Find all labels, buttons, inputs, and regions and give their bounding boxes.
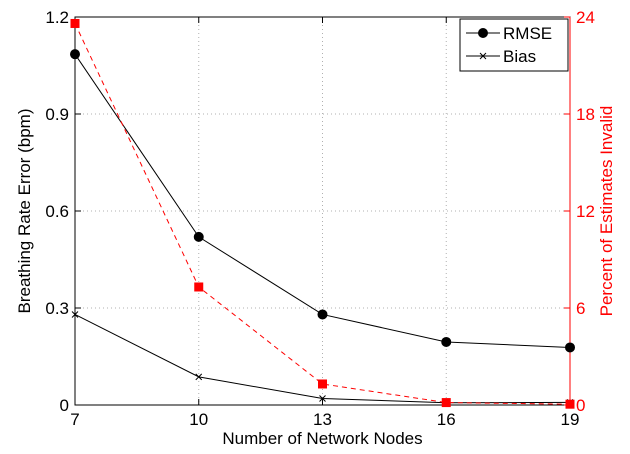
y-tick-label-right: 12 [576,202,595,221]
data-point [441,336,452,347]
data-point [565,342,575,353]
x-tick-label: 10 [189,410,208,429]
x-axis-label: Number of Network Nodes [222,429,422,448]
y-tick-label-left: 1.2 [45,8,69,27]
x-tick-label: 7 [70,410,79,429]
data-point [441,398,451,408]
data-point [71,311,79,318]
legend-marker [478,28,488,38]
x-tick-label: 19 [561,410,580,429]
data-point [70,18,80,28]
y-tick-label-right: 0 [576,396,585,415]
data-point [194,282,204,292]
legend-label: RMSE [503,24,552,43]
data-point-stroke [71,311,79,318]
data-point [195,373,203,381]
x-tick-label: 16 [437,410,456,429]
data-point [318,379,327,389]
y-tick-label-right: 24 [576,8,595,27]
grid [75,17,570,405]
series-rmse [70,49,575,353]
y-tick-label-left: 0.6 [45,202,69,221]
data-point-stroke [319,395,326,402]
series-line [74,53,571,348]
y-tick-label-right: 18 [576,105,595,124]
legend-label: Bias [503,47,536,66]
legend: RMSE Bias [459,18,569,72]
series-line [74,23,571,405]
y-tick-label-left: 0.3 [45,299,69,318]
x-tick-label: 13 [313,410,332,429]
legend-box [459,18,569,72]
y-tick-label-left: 0 [60,396,69,415]
data-point [70,49,80,60]
series-layer [70,18,575,409]
y-axis-label-left: Breathing Rate Error (bpm) [15,108,34,313]
legend-item-bias: Bias [466,47,536,66]
legend-marker-stroke [479,52,487,60]
legend-item-rmse: RMSE [466,24,552,43]
data-point [319,395,326,402]
y-tick-label-left: 0.9 [45,105,69,124]
legend-marker [479,52,487,60]
y-axis-label-right: Percent of Estimates Invalid [597,106,616,317]
y-tick-label-right: 6 [576,299,585,318]
data-point [193,231,204,242]
series-percent-invalid [70,18,575,409]
data-point [565,399,575,409]
data-point-stroke [195,373,203,381]
data-point [317,309,328,320]
